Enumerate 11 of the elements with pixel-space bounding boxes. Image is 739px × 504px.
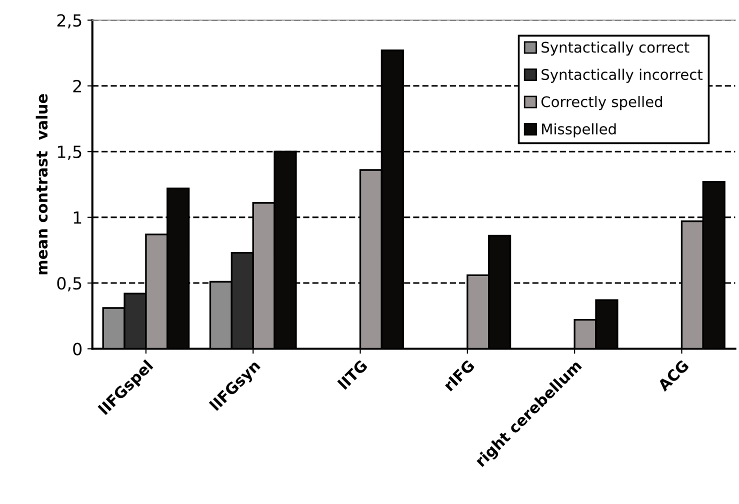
y-tick-label: 0,5: [57, 277, 82, 292]
y-tick-label: 1,5: [58, 146, 82, 160]
y-tick-label: 2: [73, 80, 81, 92]
legend-label: Syntactically incorrect: [542, 68, 703, 83]
legend-label: Misspelled: [542, 123, 616, 138]
y-tick-label: 2,5: [57, 14, 82, 28]
y-tick-label: 1: [74, 212, 82, 224]
y-tick-label: 0: [73, 342, 82, 356]
y-axis-title: mean contrast value: [36, 94, 48, 274]
legend-label: Syntactically correct: [542, 42, 690, 56]
legend-label: Correctly spelled: [541, 96, 662, 110]
